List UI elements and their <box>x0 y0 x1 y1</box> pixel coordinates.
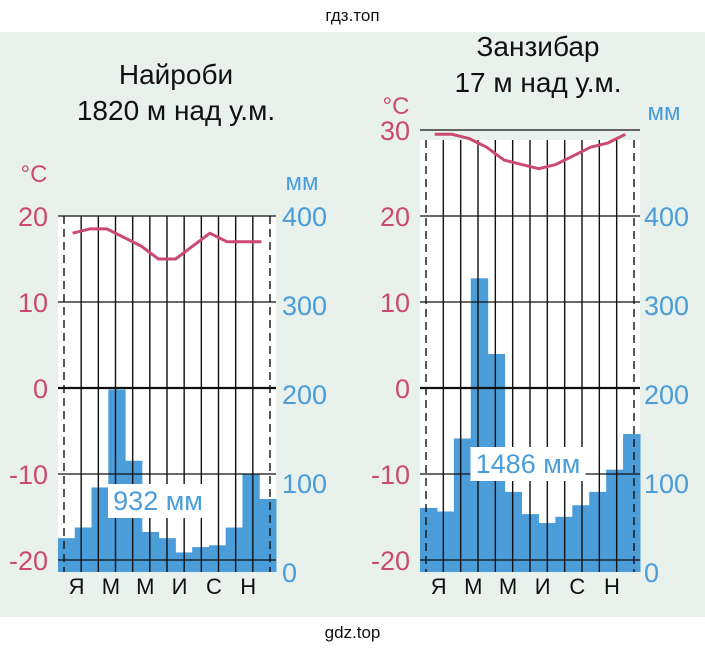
top-caption: гдз.топ <box>325 6 380 25</box>
temp-unit-label: °С <box>383 93 410 120</box>
precipitation-bar <box>225 527 243 572</box>
precipitation-bar <box>453 438 472 572</box>
precipitation-bar <box>91 487 109 572</box>
temp-tick-label: -20 <box>9 546 48 576</box>
precipitation-bar <box>589 491 607 572</box>
precip-tick-label: 200 <box>644 380 689 410</box>
temperature-line <box>434 132 626 171</box>
total-precipitation-label: 1486 мм <box>476 449 581 479</box>
month-label: М <box>102 574 120 599</box>
month-label: Н <box>604 574 620 599</box>
precip-tick-label: 300 <box>282 291 327 321</box>
precip-tick-label: 100 <box>282 469 327 499</box>
temp-tick-label: -20 <box>371 546 410 576</box>
precipitation-bar <box>623 434 641 572</box>
temp-tick-label: 10 <box>380 288 410 318</box>
chart-title: Найроби <box>119 59 233 90</box>
precipitation-bar <box>242 474 260 572</box>
precip-tick-label: 0 <box>282 558 297 588</box>
month-label: М <box>464 574 482 599</box>
chart-subtitle: 17 м над у.м. <box>454 67 621 98</box>
temp-tick-label: -10 <box>371 460 410 490</box>
temp-tick-label: 0 <box>395 374 410 404</box>
precipitation-bar <box>74 527 93 572</box>
chart-subtitle: 1820 м над у.м. <box>77 95 275 126</box>
total-precipitation-label: 932 мм <box>113 486 203 516</box>
precipitation-bar <box>606 469 624 572</box>
temp-unit-label: °С <box>21 161 48 188</box>
precip-tick-label: 300 <box>644 291 689 321</box>
total-label-bg <box>108 484 208 518</box>
month-label: И <box>535 574 551 599</box>
precip-tick-label: 0 <box>644 558 659 588</box>
precipitation-bar <box>436 511 455 572</box>
precipitation-bar <box>108 389 126 572</box>
precip-unit-label: мм <box>648 99 681 126</box>
month-label: С <box>206 574 222 599</box>
temp-tick-label: 20 <box>18 202 48 232</box>
month-label: С <box>569 574 585 599</box>
precipitation-bar <box>420 507 438 572</box>
month-label: Н <box>240 574 256 599</box>
precip-tick-label: 400 <box>282 202 327 232</box>
precipitation-bar <box>572 505 590 572</box>
precip-tick-label: 200 <box>282 380 327 410</box>
chart-title: Занзибар <box>477 32 600 62</box>
month-label: М <box>499 574 517 599</box>
temp-tick-label: 30 <box>380 116 410 146</box>
precip-unit-label: мм <box>286 169 319 196</box>
precipitation-bar <box>259 499 277 572</box>
precipitation-bar <box>470 278 489 572</box>
temp-tick-label: -10 <box>9 460 48 490</box>
precip-tick-label: 100 <box>644 469 689 499</box>
precip-tick-label: 400 <box>644 202 689 232</box>
temp-tick-label: 0 <box>33 374 48 404</box>
precipitation-bar <box>208 545 227 572</box>
temp-tick-label: 10 <box>18 288 48 318</box>
month-label: Я <box>431 574 447 599</box>
month-label: И <box>172 574 188 599</box>
bottom-caption: gdz.top <box>324 623 381 642</box>
climate-charts-panel: Найроби 1820 м над у.м. 20 10 0 -10 -20 400 300 2… <box>0 32 705 617</box>
total-label-bg <box>470 447 586 481</box>
precipitation-bar <box>58 538 76 572</box>
month-label: Я <box>69 574 85 599</box>
temperature-line <box>72 227 262 261</box>
temp-tick-label: 20 <box>380 202 410 232</box>
month-label: М <box>136 574 154 599</box>
